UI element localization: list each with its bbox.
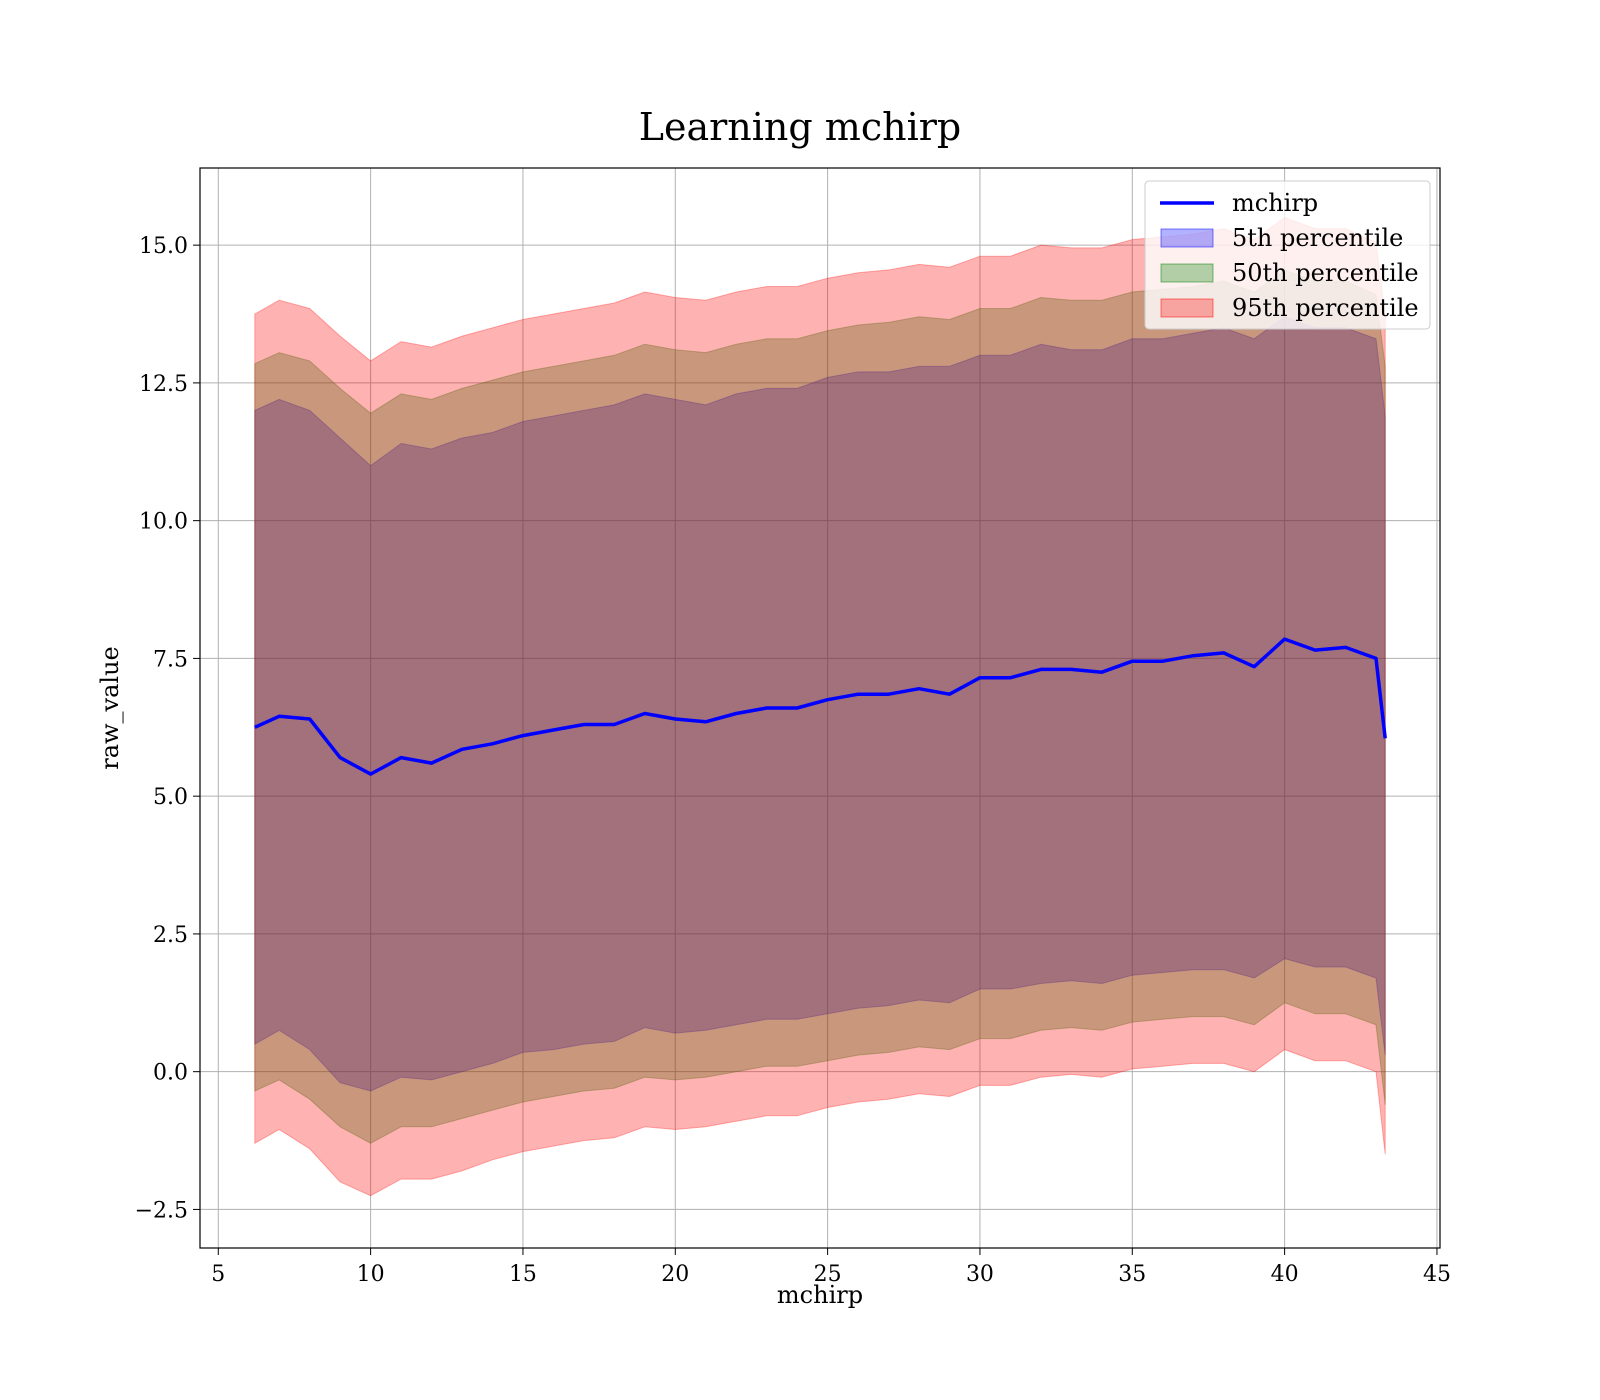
x-tick-label: 15 — [509, 1262, 537, 1287]
legend-label-95th-percentile: 95th percentile — [1232, 294, 1419, 322]
y-tick-label: 15.0 — [139, 234, 188, 259]
x-tick-label: 35 — [1118, 1262, 1146, 1287]
plot-frame — [199, 167, 1441, 1249]
x-tick-label: 10 — [357, 1262, 385, 1287]
y-tick-label: 7.5 — [153, 647, 188, 672]
x-axis-ticks: 5 10 15 20 25 30 35 40 45 — [211, 1248, 1451, 1287]
legend-swatch-50th-percentile — [1160, 263, 1214, 283]
y-tick-label: 10.0 — [139, 510, 188, 535]
x-tick-label: 45 — [1423, 1262, 1451, 1287]
series-lines — [254, 637, 1387, 776]
legend-label-mchirp: mchirp — [1232, 189, 1318, 217]
y-tick-label: −2.5 — [135, 1198, 188, 1223]
line-mchirp — [254, 637, 1387, 776]
band-5th-percentile — [254, 316, 1386, 1092]
x-tick-label: 30 — [966, 1262, 994, 1287]
legend-swatch-5th-percentile — [1160, 228, 1214, 248]
y-axis-ticks: −2.5 0.0 2.5 5.0 7.5 10.0 12.5 15.0 — [135, 234, 200, 1223]
y-axis-label: raw_value — [96, 646, 124, 770]
legend: mchirp 5th percentile 50th percentile 95th … — [1144, 180, 1431, 330]
chart-title: Learning mchirp — [639, 105, 961, 149]
x-tick-label: 20 — [661, 1262, 689, 1287]
x-tick-label: 5 — [211, 1262, 225, 1287]
y-tick-label: 0.0 — [153, 1061, 188, 1086]
band-50th-percentile — [254, 269, 1386, 1144]
band-95th-percentile — [254, 217, 1386, 1197]
y-tick-label: 5.0 — [153, 785, 188, 810]
percentile-bands — [254, 217, 1386, 1197]
legend-swatch-95th-percentile — [1160, 298, 1214, 318]
legend-box — [1144, 180, 1431, 330]
x-axis-label: mchirp — [777, 1281, 863, 1309]
legend-label-50th-percentile: 50th percentile — [1232, 259, 1419, 287]
y-tick-label: 2.5 — [153, 923, 188, 948]
x-tick-label: 25 — [814, 1262, 842, 1287]
y-tick-label: 12.5 — [139, 372, 188, 397]
legend-label-5th-percentile: 5th percentile — [1232, 224, 1403, 252]
x-tick-label: 40 — [1271, 1262, 1299, 1287]
